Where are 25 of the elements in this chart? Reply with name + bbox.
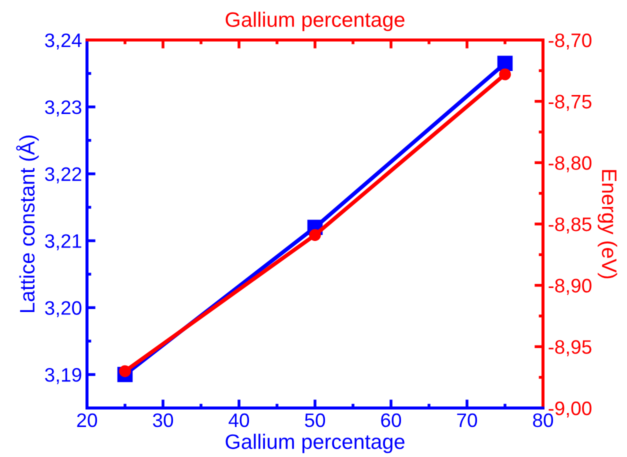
- y2-tick-label: -8,80: [548, 156, 592, 172]
- y-tick-label: 3,23: [45, 100, 82, 116]
- x-tick-label: 50: [304, 413, 326, 428]
- x-tick-label: 30: [152, 413, 174, 428]
- y-tick-label: 3,24: [45, 33, 82, 50]
- y2-tick-label: -8,90: [548, 278, 592, 295]
- y-tick-label: 3,21: [45, 234, 82, 250]
- y-axis-title: Lattice constant (Å): [16, 136, 39, 312]
- y2-axis-title: Energy (eV): [598, 170, 618, 278]
- x2-axis-title: Gallium percentage: [226, 12, 404, 32]
- y2-tick-label: -8,95: [548, 340, 592, 356]
- point: [497, 56, 513, 72]
- y2-tick-label: -8,70: [548, 33, 592, 50]
- x-tick-label: 60: [381, 413, 402, 428]
- x-axis-title: Gallium percentage: [226, 434, 404, 454]
- y2-tick-label: -8,85: [548, 217, 592, 234]
- x-tick-label: 40: [228, 413, 250, 428]
- point: [309, 229, 321, 241]
- y2-tick-label: -8,75: [548, 94, 592, 111]
- point: [499, 68, 511, 80]
- y-tick-label: 3,19: [45, 368, 82, 384]
- x-tick-label: 20: [77, 413, 98, 428]
- y-tick-label: 3,22: [45, 167, 82, 184]
- x-tick-label: 70: [457, 413, 478, 428]
- y-tick-label: 3,20: [45, 301, 82, 318]
